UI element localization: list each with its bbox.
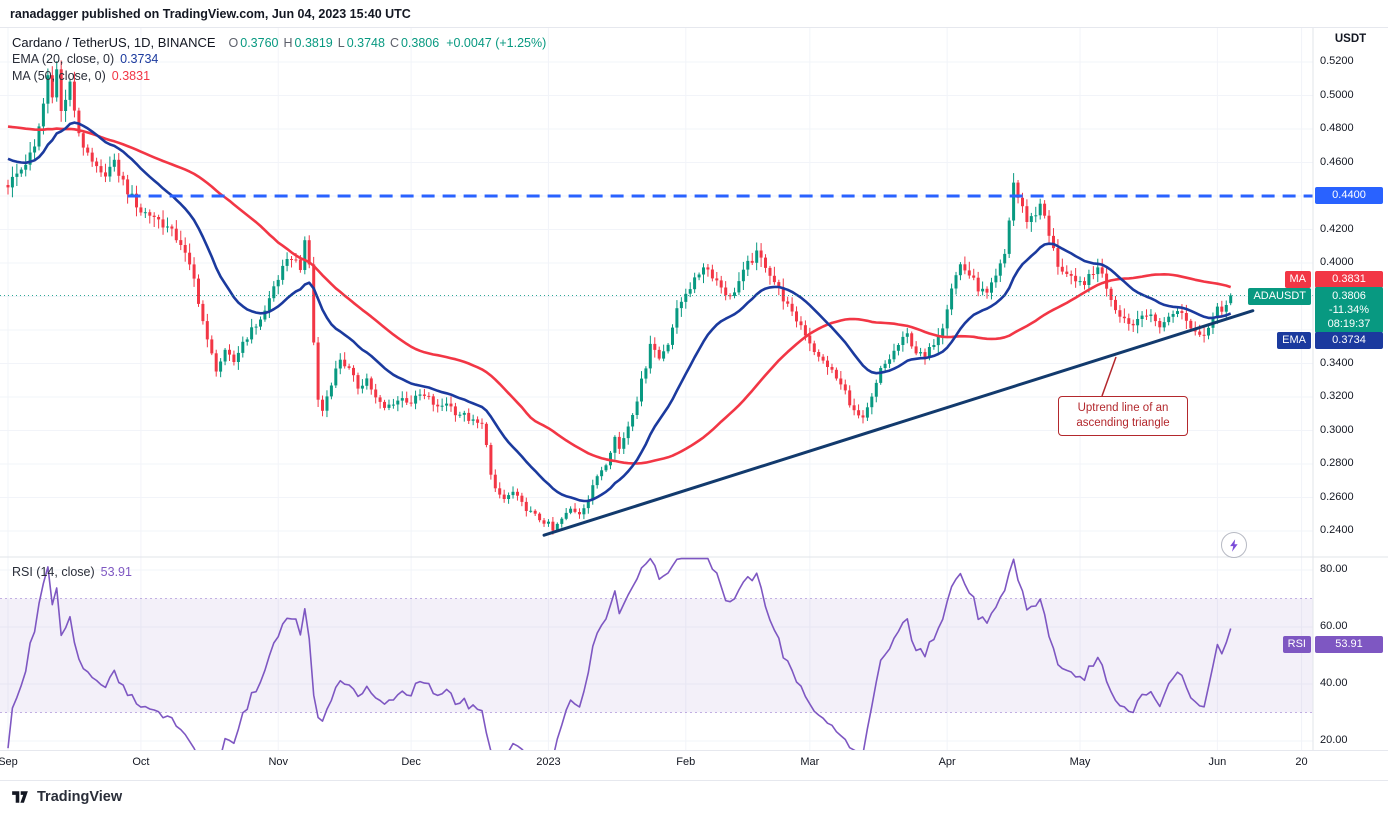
ema-axis-name-chip: EMA <box>1277 332 1311 349</box>
ema-label: EMA (20, close, 0) <box>12 52 115 66</box>
rsi-tick-label: 40.00 <box>1320 677 1348 689</box>
last-price-change: -11.34% <box>1328 304 1370 316</box>
time-axis-label: Apr <box>938 756 956 768</box>
rsi-axis-name-chip: RSI <box>1282 636 1311 653</box>
lightning-icon <box>1229 538 1238 552</box>
ema-legend-row[interactable]: EMA (20, close, 0) 0.3734 <box>12 51 546 68</box>
time-axis-label: Oct <box>132 756 150 768</box>
rsi-band <box>0 598 1313 713</box>
rsi-tick-label: 20.00 <box>1320 734 1348 746</box>
time-axis-label: 2023 <box>536 756 561 768</box>
ohlc-open-key: O <box>228 36 239 50</box>
price-axis[interactable]: 0.5200 0.5000 0.4800 0.4600 0.4200 0.4000 0.34… <box>1313 28 1388 750</box>
ma-axis-name-chip: MA <box>1284 271 1311 288</box>
trendline[interactable] <box>542 309 1255 537</box>
price-tick-label: 0.4600 <box>1320 155 1354 168</box>
symbol-axis-name-chip: ADAUSDT <box>1248 288 1311 305</box>
ohlc-close-key: C <box>389 36 399 50</box>
price-tick-label: 0.2600 <box>1320 490 1354 503</box>
price-tick-label: 0.5000 <box>1320 88 1354 101</box>
rsi-label: RSI (14, close) <box>12 565 95 579</box>
gridlines <box>0 28 1313 750</box>
last-price-value: 0.3806 <box>1332 290 1366 302</box>
resistance-price-label[interactable]: 0.4400 <box>1315 187 1383 204</box>
time-axis-label: 20 <box>1295 756 1308 768</box>
rsi-legend-row[interactable]: RSI (14, close) 53.91 <box>12 564 132 581</box>
price-tick-label: 0.5200 <box>1320 55 1354 67</box>
price-tick-label: 0.4800 <box>1320 122 1354 134</box>
price-tick-label: 0.3000 <box>1320 423 1354 436</box>
ma-label: MA (50, close, 0) <box>12 69 106 83</box>
header-bar: ranadagger published on TradingView.com,… <box>0 0 1388 28</box>
time-axis-label: Sep <box>0 756 18 768</box>
annotation-callout[interactable]: Uptrend line of an ascending triangle <box>1058 396 1188 436</box>
time-axis-label: Mar <box>800 756 820 768</box>
candles-group <box>6 60 1233 535</box>
rsi-axis-value-label: 53.91 <box>1315 636 1383 653</box>
symbol-title[interactable]: Cardano / TetherUS, 1D, BINANCE <box>12 35 216 50</box>
ohlc-high-key: H <box>283 36 293 50</box>
ma-legend-row[interactable]: MA (50, close, 0) 0.3831 <box>12 68 546 85</box>
rsi-value: 53.91 <box>100 565 132 579</box>
time-axis-label: Feb <box>676 756 696 768</box>
time-axis-label: May <box>1069 756 1091 768</box>
rsi-tick-label: 80.00 <box>1320 563 1348 575</box>
boost-button[interactable] <box>1221 532 1247 558</box>
ohlc-high-value: 0.3819 <box>294 36 333 50</box>
axis-currency-label: USDT <box>1334 33 1367 45</box>
callout-pointer <box>1101 356 1117 397</box>
time-axis[interactable]: Sep Oct Nov Dec 2023 Feb Mar Apr May Jun 20 <box>0 750 1388 780</box>
change-value: +0.0047 (+1.25%) <box>446 36 547 50</box>
rsi-tick-label: 60.00 <box>1320 620 1348 632</box>
ma-axis-value-label: 0.3831 <box>1315 271 1383 288</box>
symbol-title-row[interactable]: Cardano / TetherUS, 1D, BINANCE O 0.3760 H 0… <box>12 34 546 51</box>
ohlc-low-key: L <box>337 36 345 50</box>
price-tick-label: 0.3200 <box>1320 390 1354 402</box>
ema-line <box>7 121 1232 503</box>
price-tick-label: 0.2800 <box>1320 457 1354 469</box>
tradingview-logo[interactable] <box>10 787 30 807</box>
bar-countdown: 08:19:37 <box>1327 318 1371 330</box>
last-price-axis-block: 0.3806 -11.34% 08:19:37 <box>1315 287 1383 333</box>
footer-bar: TradingView <box>0 780 1388 813</box>
ma-line <box>7 125 1232 465</box>
ohlc-open-value: 0.3760 <box>240 36 279 50</box>
price-tick-label: 0.4200 <box>1320 222 1354 235</box>
ema-axis-value-label: 0.3734 <box>1315 332 1383 349</box>
ema-value: 0.3734 <box>120 52 159 66</box>
ohlc-low-value: 0.3748 <box>346 36 385 50</box>
price-tick-label: 0.3400 <box>1320 356 1354 369</box>
price-tick-label: 0.4000 <box>1320 256 1354 268</box>
time-axis-label: Dec <box>401 756 421 768</box>
time-axis-label: Nov <box>268 756 288 768</box>
time-axis-label: Jun <box>1208 756 1227 768</box>
price-tick-label: 0.2400 <box>1320 524 1354 536</box>
ohlc-close-value: 0.3806 <box>400 36 440 50</box>
brand-name[interactable]: TradingView <box>37 789 123 805</box>
byline: ranadagger published on TradingView.com,… <box>10 6 411 21</box>
ma-value: 0.3831 <box>111 69 151 83</box>
symbol-legend: Cardano / TetherUS, 1D, BINANCE O 0.3760 H 0… <box>12 34 546 85</box>
